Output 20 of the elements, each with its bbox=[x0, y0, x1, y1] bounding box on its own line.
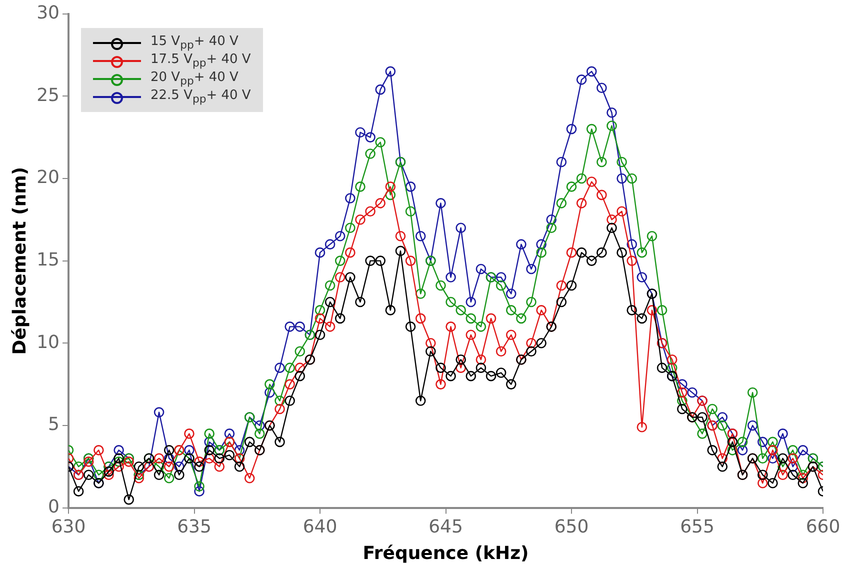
y-tick-label: 10 bbox=[36, 332, 60, 353]
legend-label: 15 V$_{pp}$+ 40 V bbox=[150, 34, 238, 52]
legend-label: 20 V$_{pp}$+ 40 V bbox=[150, 70, 238, 88]
x-tick-label: 640 bbox=[302, 516, 338, 538]
legend-label: 17.5 V$_{pp}$+ 40 V bbox=[150, 52, 251, 70]
y-axis-title: Déplacement (nm) bbox=[9, 166, 30, 355]
y-tick-label: 5 bbox=[48, 414, 60, 436]
y-tick-label: 20 bbox=[36, 167, 60, 188]
x-tick-label: 650 bbox=[554, 516, 589, 538]
x-tick-label: 645 bbox=[428, 516, 463, 538]
x-tick-label: 655 bbox=[680, 516, 714, 538]
x-tick-label: 630 bbox=[51, 516, 86, 538]
y-tick-label: 0 bbox=[48, 496, 60, 518]
y-tick-label: 30 bbox=[36, 2, 60, 24]
x-tick-label: 660 bbox=[806, 516, 840, 538]
legend-label: 22.5 V$_{pp}$+ 40 V bbox=[150, 88, 251, 106]
x-tick-label: 635 bbox=[177, 516, 212, 538]
x-axis-title: Fréquence (kHz) bbox=[362, 542, 529, 564]
y-tick-label: 15 bbox=[36, 249, 60, 270]
y-tick-label: 25 bbox=[36, 84, 60, 106]
